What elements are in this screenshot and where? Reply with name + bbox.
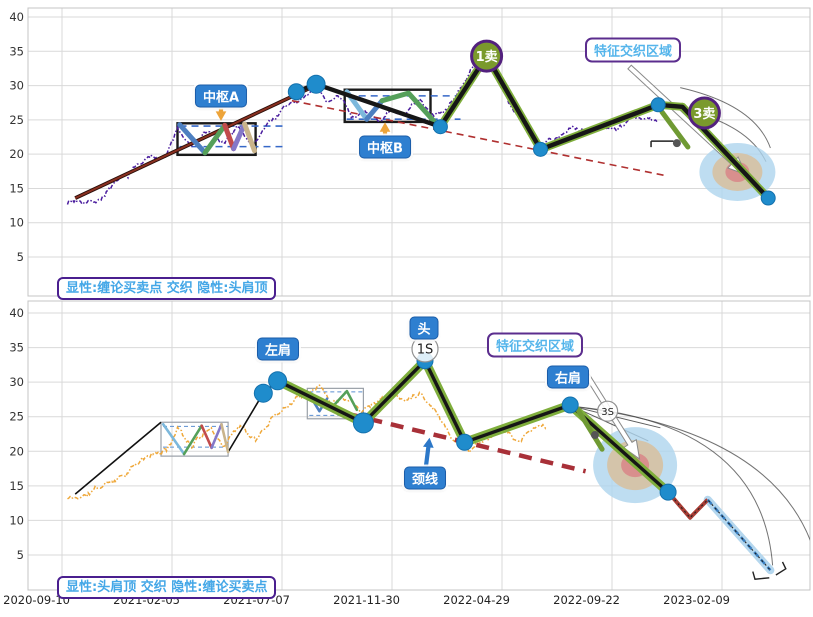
pivot-a-label: 中枢A <box>194 84 248 108</box>
pivot-dot <box>456 433 474 451</box>
hidden-neckline <box>291 99 669 177</box>
panel2-caption: 显性:头肩顶 交织 隐性:缠论买卖点 <box>57 576 277 599</box>
panel-border <box>27 7 811 297</box>
pivot-dot <box>287 83 305 101</box>
signal-circle <box>596 400 619 422</box>
dotted-core <box>667 491 771 571</box>
y-tick-label: 5 <box>17 250 24 264</box>
x-tick-label: 2020-09-10 <box>3 593 70 607</box>
y-tick-label: 10 <box>9 513 24 527</box>
y-tick-label: 25 <box>9 410 24 424</box>
end-tick-marker <box>775 561 787 576</box>
pivot-box <box>176 122 257 157</box>
y-tick-label: 5 <box>17 548 24 562</box>
pivot-dot <box>432 119 448 135</box>
left-shoulder-label: 左肩 <box>256 337 300 361</box>
pivot-dot <box>306 74 326 94</box>
flag-marker <box>650 140 674 148</box>
thin-stroke-line <box>74 421 162 495</box>
pointer-arrow <box>379 122 391 135</box>
end-tick-marker <box>752 571 770 580</box>
pivot-b-label: 中枢B <box>359 135 411 159</box>
x-tick-label: 2023-02-09 <box>663 593 730 607</box>
pivot-box <box>343 88 432 124</box>
chan-segment <box>202 122 228 156</box>
chan-segment <box>222 122 237 152</box>
projection-arc <box>680 87 771 149</box>
x-tick-label: 2022-04-29 <box>443 593 510 607</box>
chan-segment <box>379 90 440 128</box>
gray-dot <box>672 139 681 148</box>
blue-down-dashed <box>706 498 772 572</box>
y-tick-label: 40 <box>9 306 24 320</box>
chan-segment <box>220 423 230 454</box>
pivot-dot <box>650 97 666 113</box>
y-tick-label: 35 <box>9 44 24 58</box>
neckline-label-label: 颈线 <box>403 466 447 490</box>
feature-zone-2-label: 特征交织区域 <box>486 332 584 358</box>
panel1-caption: 显性:缠论买卖点 交织 隐性:头肩顶 <box>57 277 277 300</box>
pivot-dot <box>561 396 579 414</box>
sell-point-label: 1卖 <box>476 49 498 65</box>
chan-segment <box>210 423 223 450</box>
projection-arc <box>572 405 810 542</box>
pivot-dot <box>533 141 548 157</box>
signal-circle-label: 3S <box>601 407 614 418</box>
y-tick-label: 20 <box>9 147 24 161</box>
chan-segment <box>177 122 208 156</box>
chan-segment <box>231 121 248 152</box>
y-tick-label: 35 <box>9 341 24 355</box>
right-shoulder-label: 右肩 <box>546 365 590 389</box>
y-tick-label: 15 <box>9 479 24 493</box>
y-tick-label: 40 <box>9 10 24 24</box>
head-label: 头 <box>409 316 439 340</box>
y-tick-label: 25 <box>9 113 24 127</box>
pointer-arrow <box>215 108 227 121</box>
panel-grid: 40 35 30 25 20 15 10 5 <box>9 300 811 591</box>
pointer-arrow <box>422 437 434 466</box>
pivot-dot <box>659 483 677 501</box>
panel-2-content: 1S 3S <box>67 335 810 580</box>
signal-circle-label: 1S <box>417 343 434 358</box>
panel-1-content: 1卖 3卖 <box>66 39 776 206</box>
green-stub <box>659 109 691 150</box>
x-tick-label: 2022-09-22 <box>553 593 620 607</box>
pivot-dot <box>268 371 288 391</box>
y-tick-label: 20 <box>9 444 24 458</box>
y-tick-label: 30 <box>9 375 24 389</box>
y-tick-label: 15 <box>9 181 24 195</box>
chan-segment <box>182 424 203 456</box>
pivot-box <box>306 387 364 420</box>
chan-segment <box>161 423 186 456</box>
y-tick-label: 10 <box>9 216 24 230</box>
pivot-dot <box>253 383 273 403</box>
chan-segment <box>333 389 359 412</box>
sell-point-circle <box>687 96 721 130</box>
chan-segment <box>200 424 213 450</box>
sell-point-circle <box>470 39 504 73</box>
panel-border <box>27 300 811 591</box>
sell-point-label: 3卖 <box>693 106 715 122</box>
stroke-line <box>295 53 770 200</box>
pivot-dot <box>352 412 374 434</box>
x-tick-label: 2021-11-30 <box>333 593 400 607</box>
chan-segment <box>242 121 257 154</box>
pivot-dot <box>760 190 776 206</box>
feature-zone-1-label: 特征交织区域 <box>584 37 682 63</box>
y-tick-label: 30 <box>9 79 24 93</box>
gray-dot <box>590 431 599 440</box>
green-stub <box>575 407 605 452</box>
